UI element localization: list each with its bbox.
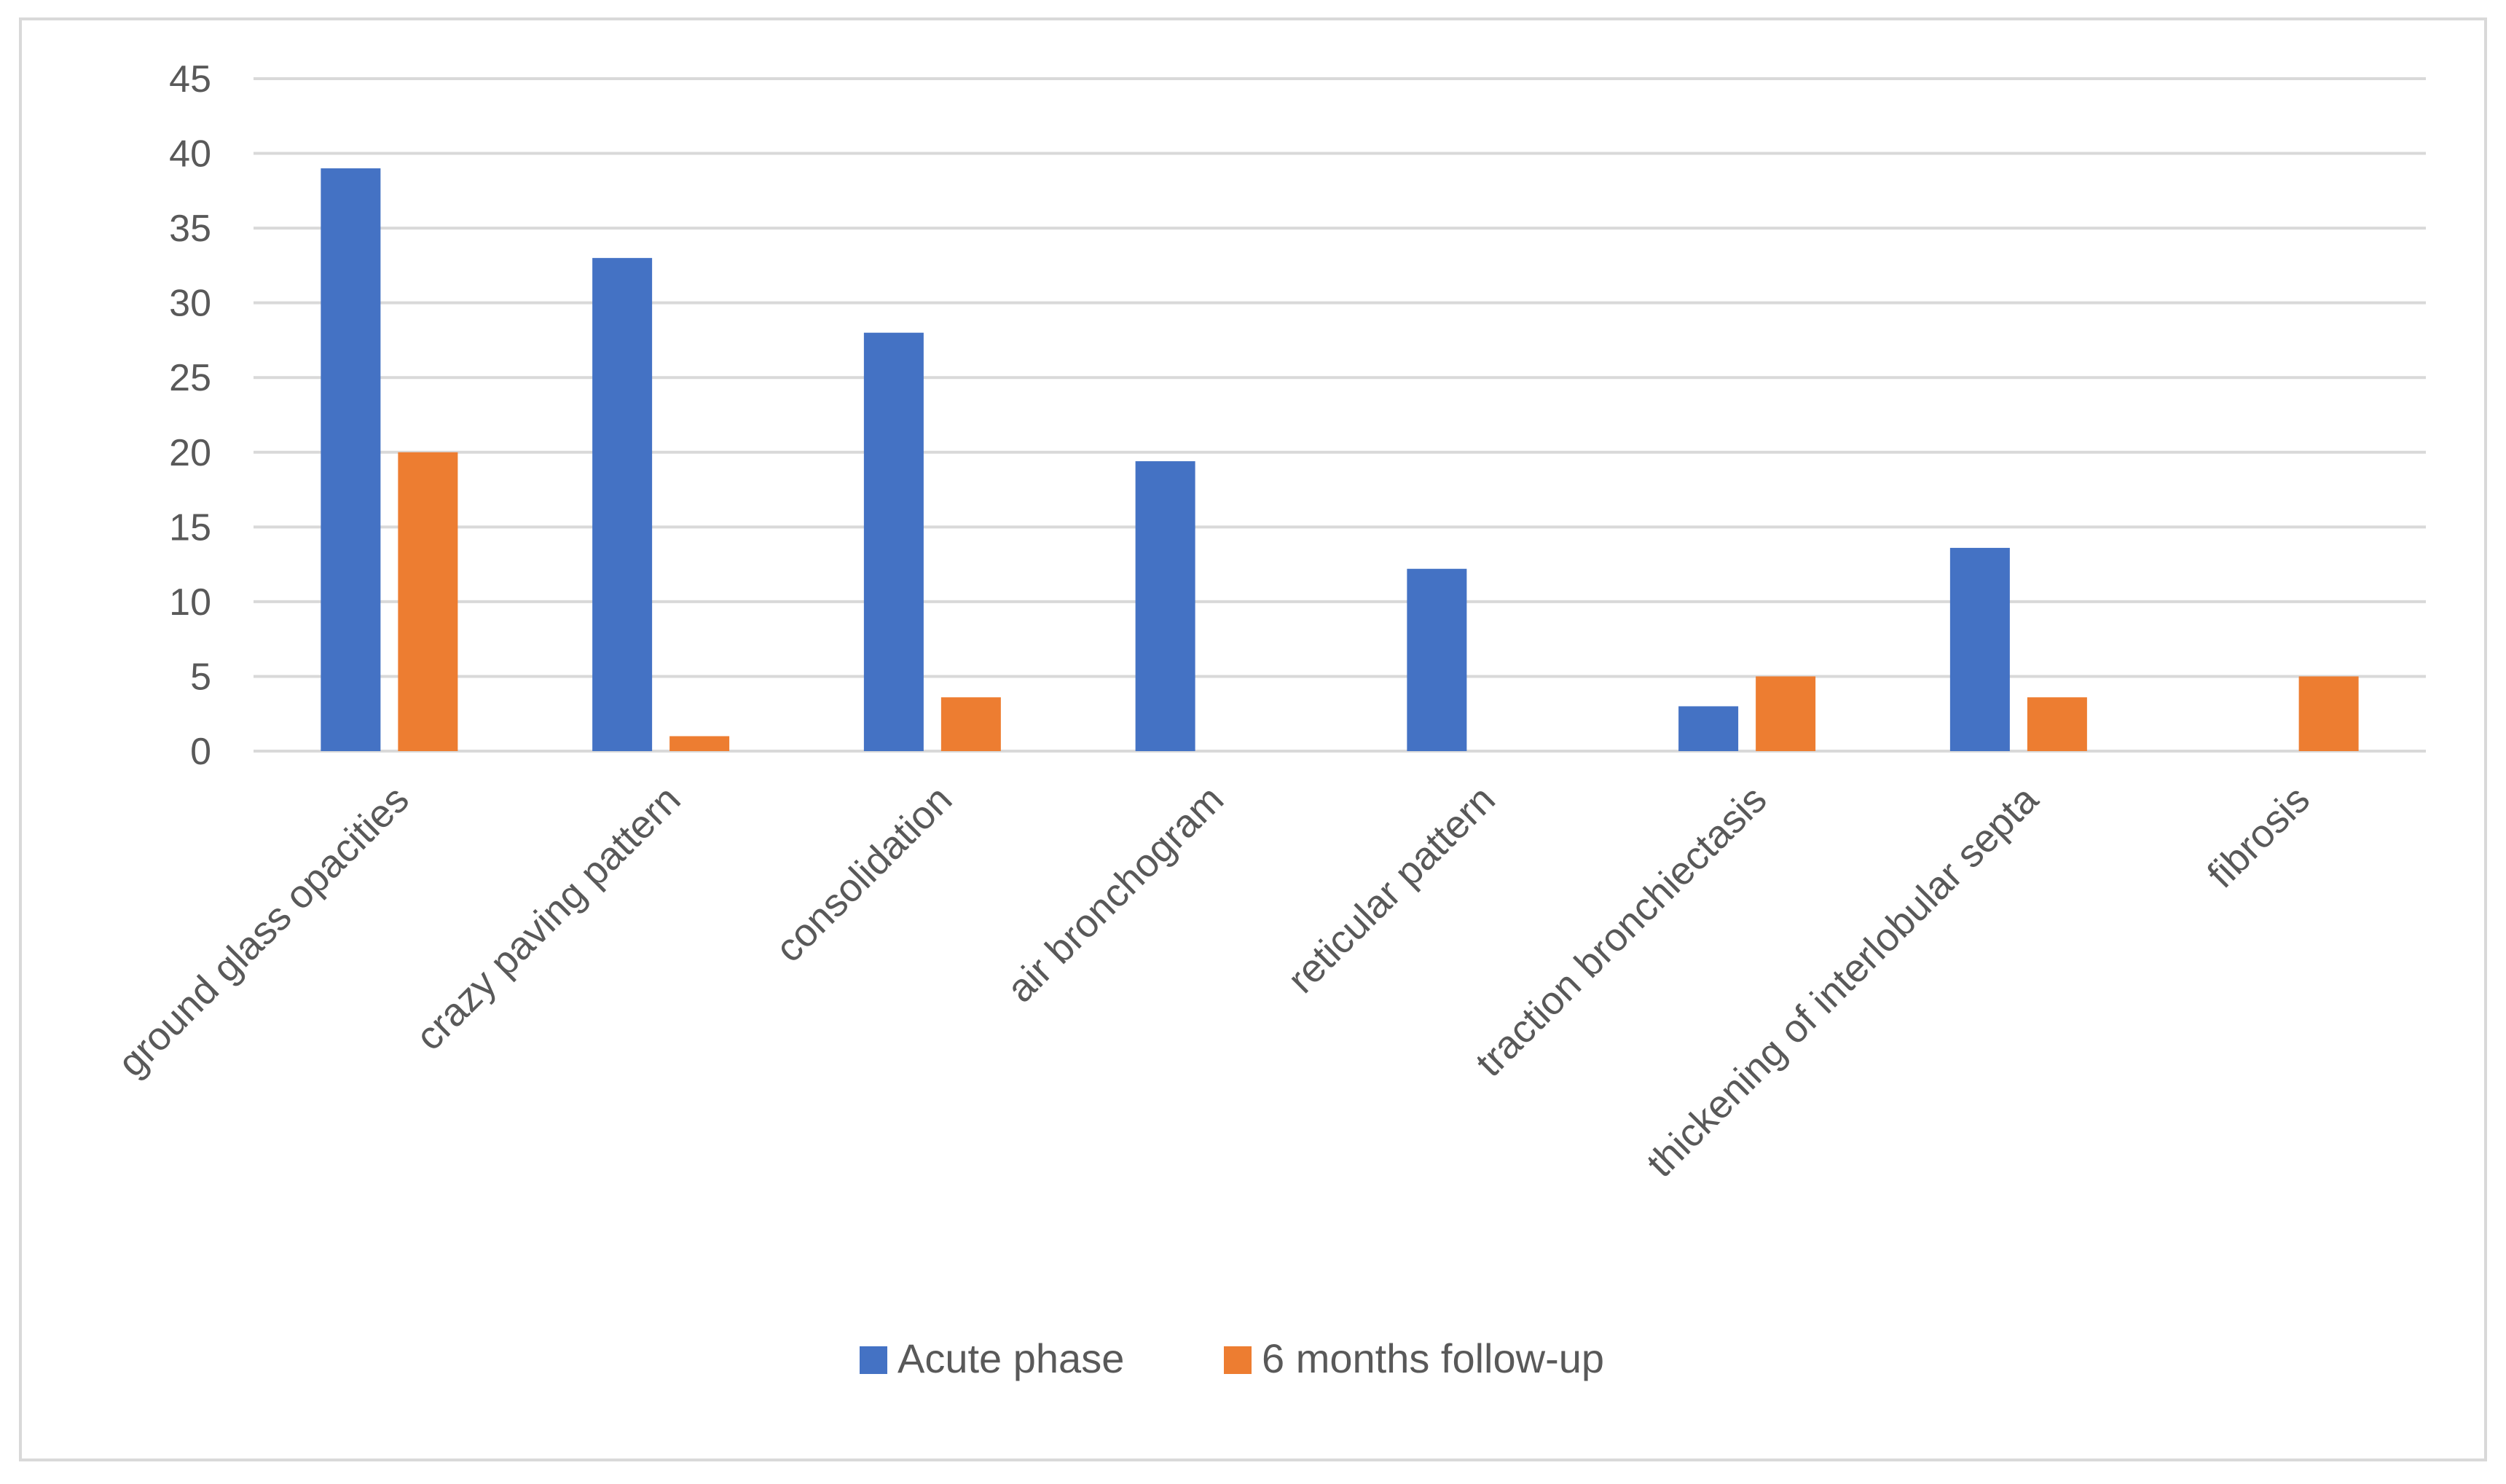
bar-followup-5	[1756, 676, 1816, 751]
bar-acute-3	[1135, 461, 1195, 751]
bar-acute-1	[592, 258, 653, 752]
category-label-7: fibrosis	[2199, 777, 2318, 896]
y-tick-label-0: 0	[190, 731, 211, 773]
gridlines	[254, 77, 2426, 753]
y-tick-label-40: 40	[169, 133, 211, 176]
y-tick-label-35: 35	[169, 208, 211, 250]
y-tick-label-45: 45	[169, 58, 211, 101]
y-tick-label-20: 20	[169, 432, 211, 474]
bar-followup-1	[669, 736, 730, 751]
category-label-4: reticular pattern	[1279, 777, 1504, 1002]
legend-label-acute: Acute phase	[897, 1335, 1124, 1381]
legend-label-followup: 6 months follow-up	[1262, 1335, 1604, 1381]
bar-acute-5	[1678, 706, 1739, 751]
bar-acute-2	[863, 332, 924, 751]
category-label-2: consolidation	[767, 777, 960, 970]
bar-acute-6	[1949, 548, 2010, 751]
bar-acute-4	[1407, 568, 1467, 751]
bar-acute-0	[321, 168, 381, 752]
legend-swatch-followup	[1224, 1346, 1252, 1374]
y-tick-label-5: 5	[190, 656, 211, 698]
category-label-1: crazy paving pattern	[407, 777, 688, 1059]
y-tick-label-15: 15	[169, 506, 211, 549]
bars	[321, 168, 2359, 752]
y-tick-label-25: 25	[169, 357, 211, 399]
category-label-3: air bronchogram	[999, 777, 1232, 1010]
category-label-0: ground glass opacities	[109, 777, 417, 1085]
category-label-5: traction bronchiectasis	[1467, 777, 1775, 1085]
bar-followup-6	[2027, 697, 2087, 751]
y-axis-ticks: 0 5 10 15 20 25 30 35 40 45	[169, 58, 211, 773]
bar-followup-7	[2298, 676, 2359, 751]
bar-followup-2	[940, 697, 1001, 751]
y-tick-label-10: 10	[169, 581, 211, 624]
y-tick-label-30: 30	[169, 283, 211, 325]
legend-swatch-acute	[860, 1346, 887, 1374]
legend: Acute phase 6 months follow-up	[860, 1335, 1604, 1381]
bar-followup-0	[398, 452, 458, 751]
